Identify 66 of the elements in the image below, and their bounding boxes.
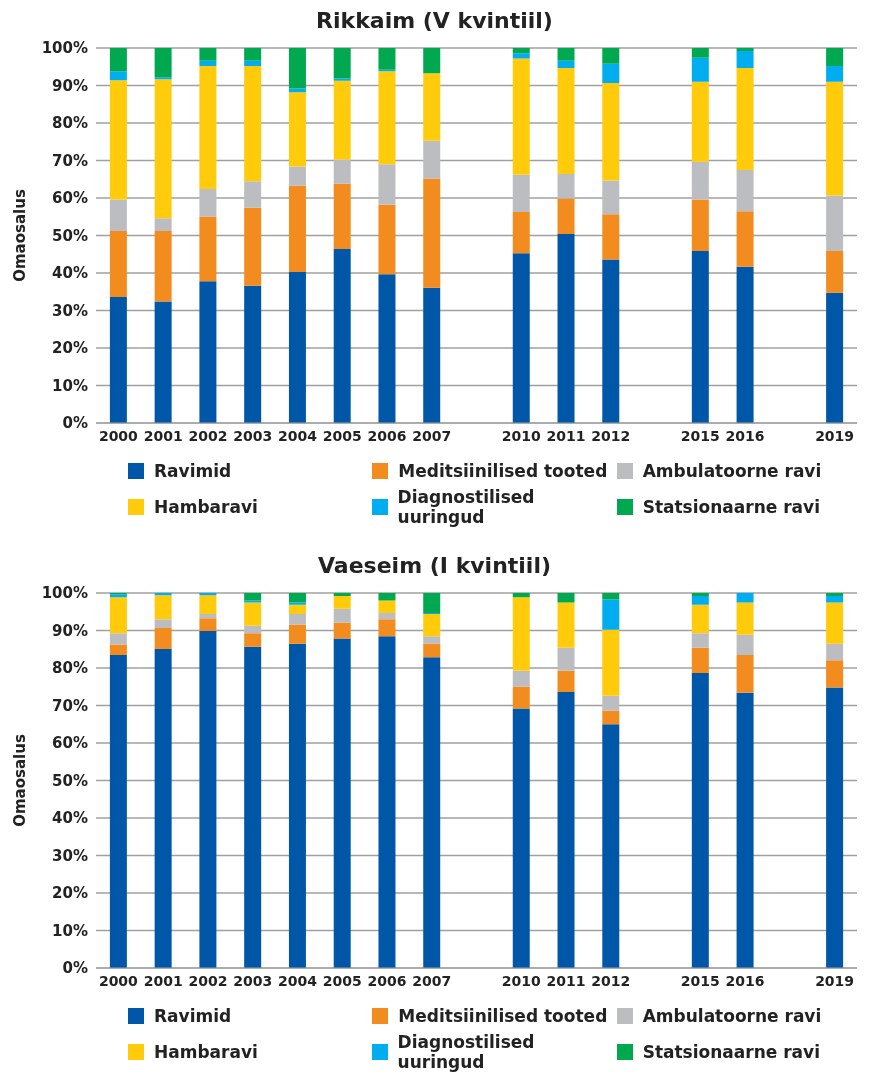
legend-label: Ambulatoorne ravi xyxy=(642,461,822,481)
x-tick-label: 2005 xyxy=(322,972,362,989)
y-tick-label: 50% xyxy=(52,771,88,790)
x-tick-label: 2012 xyxy=(591,427,631,444)
x-tick-label: 2006 xyxy=(367,427,407,444)
x-tick-label: 2019 xyxy=(815,427,855,444)
y-tick-label: 10% xyxy=(52,921,88,940)
y-tick-label: 100% xyxy=(41,584,88,603)
x-tick-label: 2002 xyxy=(188,972,228,989)
x-tick-label: 2000 xyxy=(98,972,139,989)
x-tick-label: 2004 xyxy=(277,972,318,989)
y-tick-label: 90% xyxy=(52,621,88,640)
y-tick-label: 60% xyxy=(52,189,88,208)
y-tick-label: 60% xyxy=(52,734,88,753)
legend-label: Hambaravi xyxy=(154,1042,258,1062)
y-tick-label: 80% xyxy=(52,114,88,133)
x-tick-label: 2012 xyxy=(591,972,631,989)
legend-label: Ravimid xyxy=(154,461,232,481)
y-tick-label: 50% xyxy=(52,226,88,245)
y-tick-label: 40% xyxy=(52,809,88,828)
y-tick-label: 30% xyxy=(52,301,88,320)
y-tick-label: 80% xyxy=(52,659,88,678)
x-tick-label: 2011 xyxy=(546,427,586,444)
x-tick-label: 2015 xyxy=(680,427,720,444)
x-tick-label: 2006 xyxy=(367,972,407,989)
x-tick-label: 2002 xyxy=(188,427,228,444)
x-tick-label: 2010 xyxy=(501,427,541,444)
legend-label: Meditsiinilised tooted xyxy=(398,1006,608,1026)
x-tick-label: 2015 xyxy=(680,972,720,989)
x-tick-label: 2019 xyxy=(815,972,855,989)
y-tick-label: 0% xyxy=(62,959,88,978)
legend-label: Hambaravi xyxy=(154,497,258,517)
y-tick-label: 100% xyxy=(41,39,88,58)
legend-label: Diagnostilised uuringud xyxy=(397,487,536,527)
x-tick-label: 2003 xyxy=(233,427,273,444)
x-tick-label: 2003 xyxy=(233,972,273,989)
x-tick-label: 2004 xyxy=(277,427,318,444)
y-tick-label: 70% xyxy=(52,696,88,715)
y-tick-label: 30% xyxy=(52,846,88,865)
legend-label: Statsionaarne ravi xyxy=(642,497,820,517)
x-tick-label: 2007 xyxy=(412,427,452,444)
x-tick-label: 2001 xyxy=(143,972,183,989)
chart-title: Rikkaim (V kvintiil) xyxy=(315,8,554,35)
y-tick-label: 20% xyxy=(52,884,88,903)
x-tick-label: 2010 xyxy=(501,972,541,989)
y-tick-label: 40% xyxy=(52,264,88,283)
x-tick-label: 2005 xyxy=(322,427,362,444)
x-tick-label: 2016 xyxy=(725,972,765,989)
x-tick-label: 2000 xyxy=(98,427,139,444)
legend-label: Diagnostilised uuringud xyxy=(397,1032,536,1072)
legend-label: Ambulatoorne ravi xyxy=(642,1006,822,1026)
y-tick-label: 90% xyxy=(52,76,88,95)
x-tick-label: 2016 xyxy=(725,427,765,444)
x-tick-label: 2007 xyxy=(412,972,452,989)
x-tick-label: 2011 xyxy=(546,972,586,989)
legend-label: Meditsiinilised tooted xyxy=(398,461,608,481)
y-tick-label: 10% xyxy=(52,376,88,395)
y-tick-label: 20% xyxy=(52,339,88,358)
chart-title: Vaeseim (I kvintiil) xyxy=(317,553,552,580)
legend-label: Statsionaarne ravi xyxy=(642,1042,820,1062)
y-tick-label: 0% xyxy=(62,414,88,433)
y-tick-label: 70% xyxy=(52,151,88,170)
x-tick-label: 2001 xyxy=(143,427,183,444)
y-axis-title: Omaosalus xyxy=(11,189,30,282)
legend-label: Ravimid xyxy=(154,1006,232,1026)
y-axis-title: Omaosalus xyxy=(11,734,30,827)
